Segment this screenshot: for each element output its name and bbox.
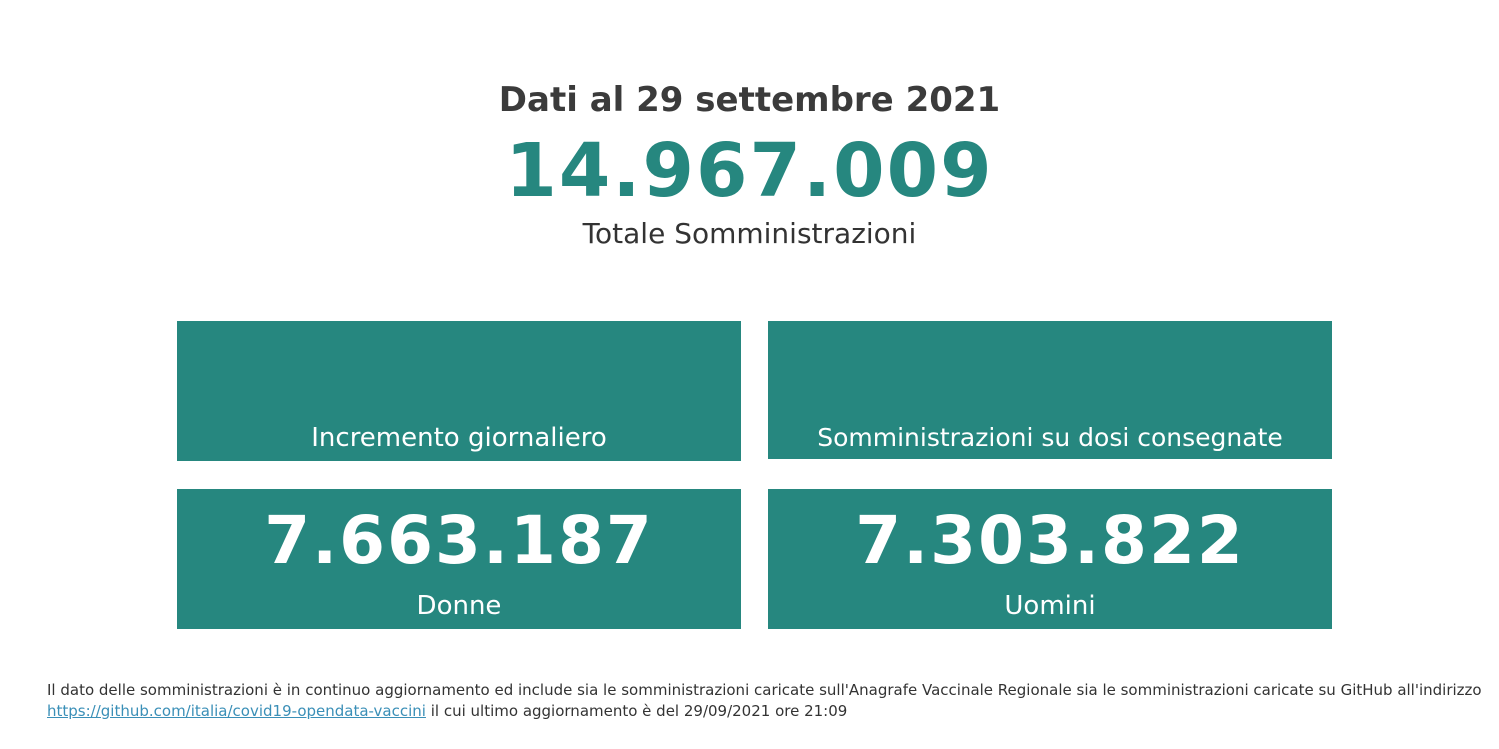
daily-increment-card: +23.768 Incremento giornaliero: [177, 321, 741, 731]
men-label: Uomini: [1004, 591, 1096, 621]
total-administrations-value: 14.967.009: [505, 128, 994, 214]
daily-increment-value: +23.768: [297, 654, 621, 731]
footnote-text-after: il cui ultimo aggiornamento è del 29/09/…: [430, 702, 848, 720]
women-card: 7.663.187 Donne: [177, 489, 741, 629]
footnote-text-before: Il dato delle somministrazioni è in cont…: [47, 681, 1482, 699]
github-link[interactable]: https://github.com/italia/covid19-openda…: [47, 702, 426, 720]
women-value: 7.663.187: [264, 502, 654, 579]
women-label: Donne: [416, 591, 502, 621]
delivered-doses-ratio-value: 88,66%: [906, 654, 1194, 731]
total-administrations-label: Totale Somministrazioni: [582, 217, 917, 250]
date-title: Dati al 29 settembre 2021: [498, 80, 1001, 120]
men-card: 7.303.822 Uomini: [768, 489, 1332, 629]
delivered-doses-ratio-card: 88,66% Somministrazioni su dosi consegna…: [768, 321, 1332, 731]
men-value: 7.303.822: [855, 502, 1245, 579]
daily-increment-label: Incremento giornaliero: [311, 423, 607, 453]
delivered-doses-ratio-label: Somministrazioni su dosi consegnate: [817, 423, 1283, 452]
footnote: Il dato delle somministrazioni è in cont…: [47, 680, 1487, 722]
